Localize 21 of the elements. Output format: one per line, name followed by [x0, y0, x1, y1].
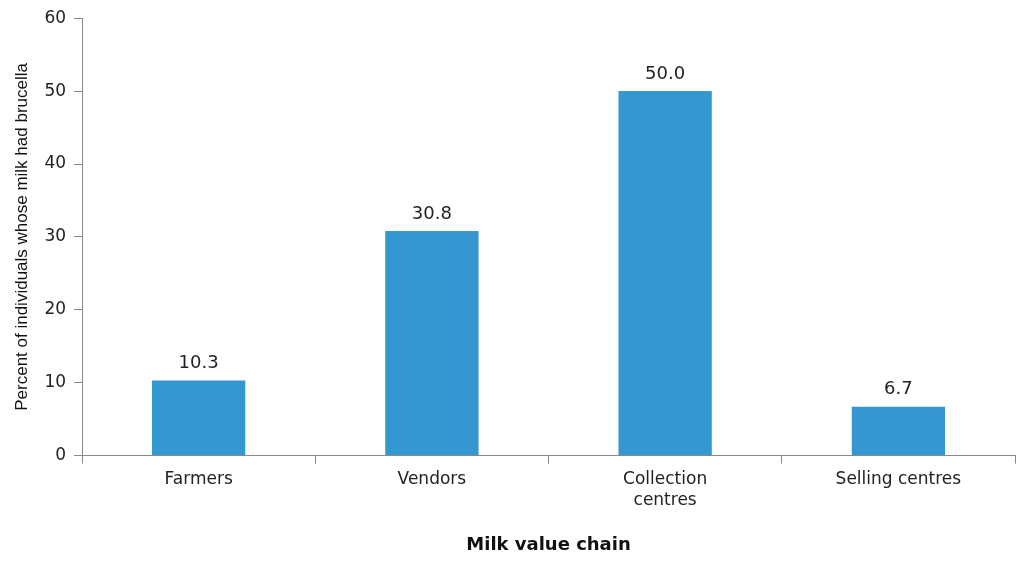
y-tick-label: 20 — [44, 298, 67, 319]
y-tick-label: 50 — [44, 79, 67, 100]
x-tick-label: Selling centres — [835, 468, 962, 489]
x-tick-label: Collection centres — [623, 468, 708, 509]
data-label: 10.3 — [178, 351, 219, 373]
y-tick-label: 0 — [55, 444, 67, 465]
y-axis-title: Percent of individuals whose milk had brucella — [11, 62, 31, 411]
x-tick-label: Vendors — [397, 468, 467, 489]
data-label: 50.0 — [645, 61, 686, 83]
bar — [385, 231, 479, 456]
y-tick-label: 40 — [44, 152, 67, 173]
data-label: 30.8 — [411, 201, 452, 223]
bar — [152, 380, 246, 456]
x-axis-title: Milk value chain — [466, 532, 631, 554]
y-tick-label: 60 — [44, 6, 67, 27]
y-tick-label: 10 — [44, 371, 67, 392]
bar — [851, 406, 946, 456]
data-label: 6.7 — [884, 377, 913, 399]
y-tick-label: 30 — [44, 225, 67, 246]
x-tick-label: Farmers — [164, 468, 233, 489]
bar — [618, 91, 712, 456]
